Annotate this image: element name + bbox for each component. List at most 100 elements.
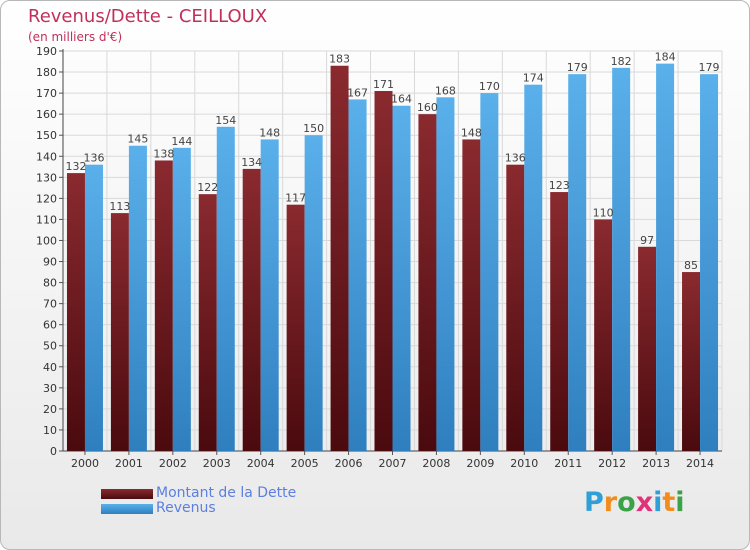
bar-debt [594, 219, 613, 451]
x-tick-label: 2010 [510, 457, 538, 470]
x-tick-label: 2014 [686, 457, 714, 470]
data-label-revenue: 150 [303, 122, 324, 135]
x-tick-label: 2008 [422, 457, 450, 470]
bar-debt [198, 194, 217, 451]
data-label-debt: 132 [65, 160, 86, 173]
bar-debt [154, 160, 173, 451]
y-tick-label: 90 [43, 256, 57, 269]
bar-debt [66, 173, 85, 451]
logo-letter: r [603, 487, 618, 518]
x-tick-label: 2000 [71, 457, 99, 470]
x-tick-label: 2001 [115, 457, 143, 470]
y-tick-label: 190 [36, 45, 57, 58]
data-label-revenue: 168 [435, 84, 456, 97]
data-label-debt: 113 [109, 200, 130, 213]
y-tick-label: 100 [36, 234, 57, 247]
legend-swatch-revenue [101, 504, 153, 514]
data-label-revenue: 179 [699, 61, 720, 74]
y-tick-label: 140 [36, 150, 57, 163]
bar-revenue [700, 74, 719, 451]
y-tick-label: 20 [43, 403, 57, 416]
data-label-debt: 117 [285, 192, 306, 205]
x-tick-label: 2003 [203, 457, 231, 470]
y-tick-label: 50 [43, 340, 57, 353]
bar-revenue [656, 63, 675, 451]
chart-title: Revenus/Dette - CEILLOUX [28, 6, 268, 27]
y-tick-label: 40 [43, 361, 57, 374]
legend-label-revenue: Revenus [156, 500, 216, 516]
bar-revenue [436, 97, 455, 451]
y-tick-label: 120 [36, 192, 57, 205]
data-label-revenue: 144 [171, 135, 192, 148]
bar-revenue [128, 145, 147, 451]
bar-debt [550, 192, 569, 452]
x-tick-label: 2012 [598, 457, 626, 470]
x-tick-label: 2004 [247, 457, 275, 470]
bar-debt [242, 168, 261, 452]
logo-letter: o [617, 487, 636, 518]
logo-letter: i [675, 487, 685, 518]
data-label-revenue: 148 [259, 126, 280, 139]
y-tick-label: 80 [43, 277, 57, 290]
bar-revenue [568, 74, 587, 451]
x-tick-label: 2009 [466, 457, 494, 470]
bar-debt [110, 213, 129, 451]
x-tick-label: 2013 [642, 457, 670, 470]
x-tick-label: 2007 [379, 457, 407, 470]
proxiti-logo: Proxiti [584, 487, 685, 518]
data-label-revenue: 170 [479, 80, 500, 93]
bar-revenue [612, 67, 631, 451]
axes: 0 10 20 30 40 50 60 70 80 90 100 110 120 130 140 150 160… [36, 45, 722, 470]
x-tick-label: 2005 [291, 457, 319, 470]
bar-debt [418, 114, 437, 451]
logo-letter: i [653, 487, 663, 518]
data-label-debt: 123 [549, 179, 570, 192]
data-label-revenue: 145 [127, 133, 148, 146]
data-label-revenue: 164 [391, 93, 412, 106]
data-labels: 1321361131451381441221541341481171501831… [65, 51, 719, 272]
y-tick-label: 160 [36, 108, 57, 121]
data-label-debt: 122 [197, 181, 218, 194]
y-tick-label: 130 [36, 171, 57, 184]
data-label-revenue: 184 [655, 51, 676, 64]
bar-debt [638, 246, 657, 451]
legend-item-revenue: Revenus [101, 500, 401, 516]
legend-swatch-debt [101, 489, 153, 499]
bar-debt [330, 65, 349, 451]
y-tick-label: 30 [43, 382, 57, 395]
y-tick-label: 10 [43, 424, 57, 437]
bar-revenue [304, 135, 323, 452]
y-tick-label: 150 [36, 129, 57, 142]
y-tick-label: 170 [36, 87, 57, 100]
data-label-revenue: 174 [523, 72, 544, 85]
bar-revenue [480, 93, 499, 452]
data-label-debt: 160 [417, 101, 438, 114]
y-tick-label: 70 [43, 298, 57, 311]
logo-letter: t [662, 487, 676, 518]
data-label-debt: 110 [593, 206, 614, 219]
bar-debt [374, 91, 393, 451]
bar-debt [682, 272, 701, 451]
data-label-debt: 138 [153, 147, 174, 160]
logo-letter: x [635, 487, 654, 518]
y-tick-label: 0 [50, 445, 57, 458]
bar-debt [286, 204, 305, 451]
x-tick-label: 2006 [335, 457, 363, 470]
data-label-debt: 134 [241, 156, 262, 169]
data-label-debt: 148 [461, 126, 482, 139]
bar-revenue [84, 164, 103, 451]
bar-revenue [524, 84, 543, 452]
data-label-debt: 171 [373, 78, 394, 91]
data-label-debt: 97 [640, 234, 654, 247]
data-label-revenue: 179 [567, 61, 588, 74]
y-tick-label: 180 [36, 66, 57, 79]
legend-label-debt: Montant de la Dette [156, 485, 297, 501]
data-label-revenue: 182 [611, 55, 632, 68]
bar-revenue [216, 126, 235, 451]
data-label-debt: 136 [505, 152, 526, 165]
bar-revenue [348, 99, 367, 451]
bar-revenue [172, 147, 191, 451]
x-tick-label: 2011 [554, 457, 582, 470]
data-label-debt: 85 [684, 259, 698, 272]
